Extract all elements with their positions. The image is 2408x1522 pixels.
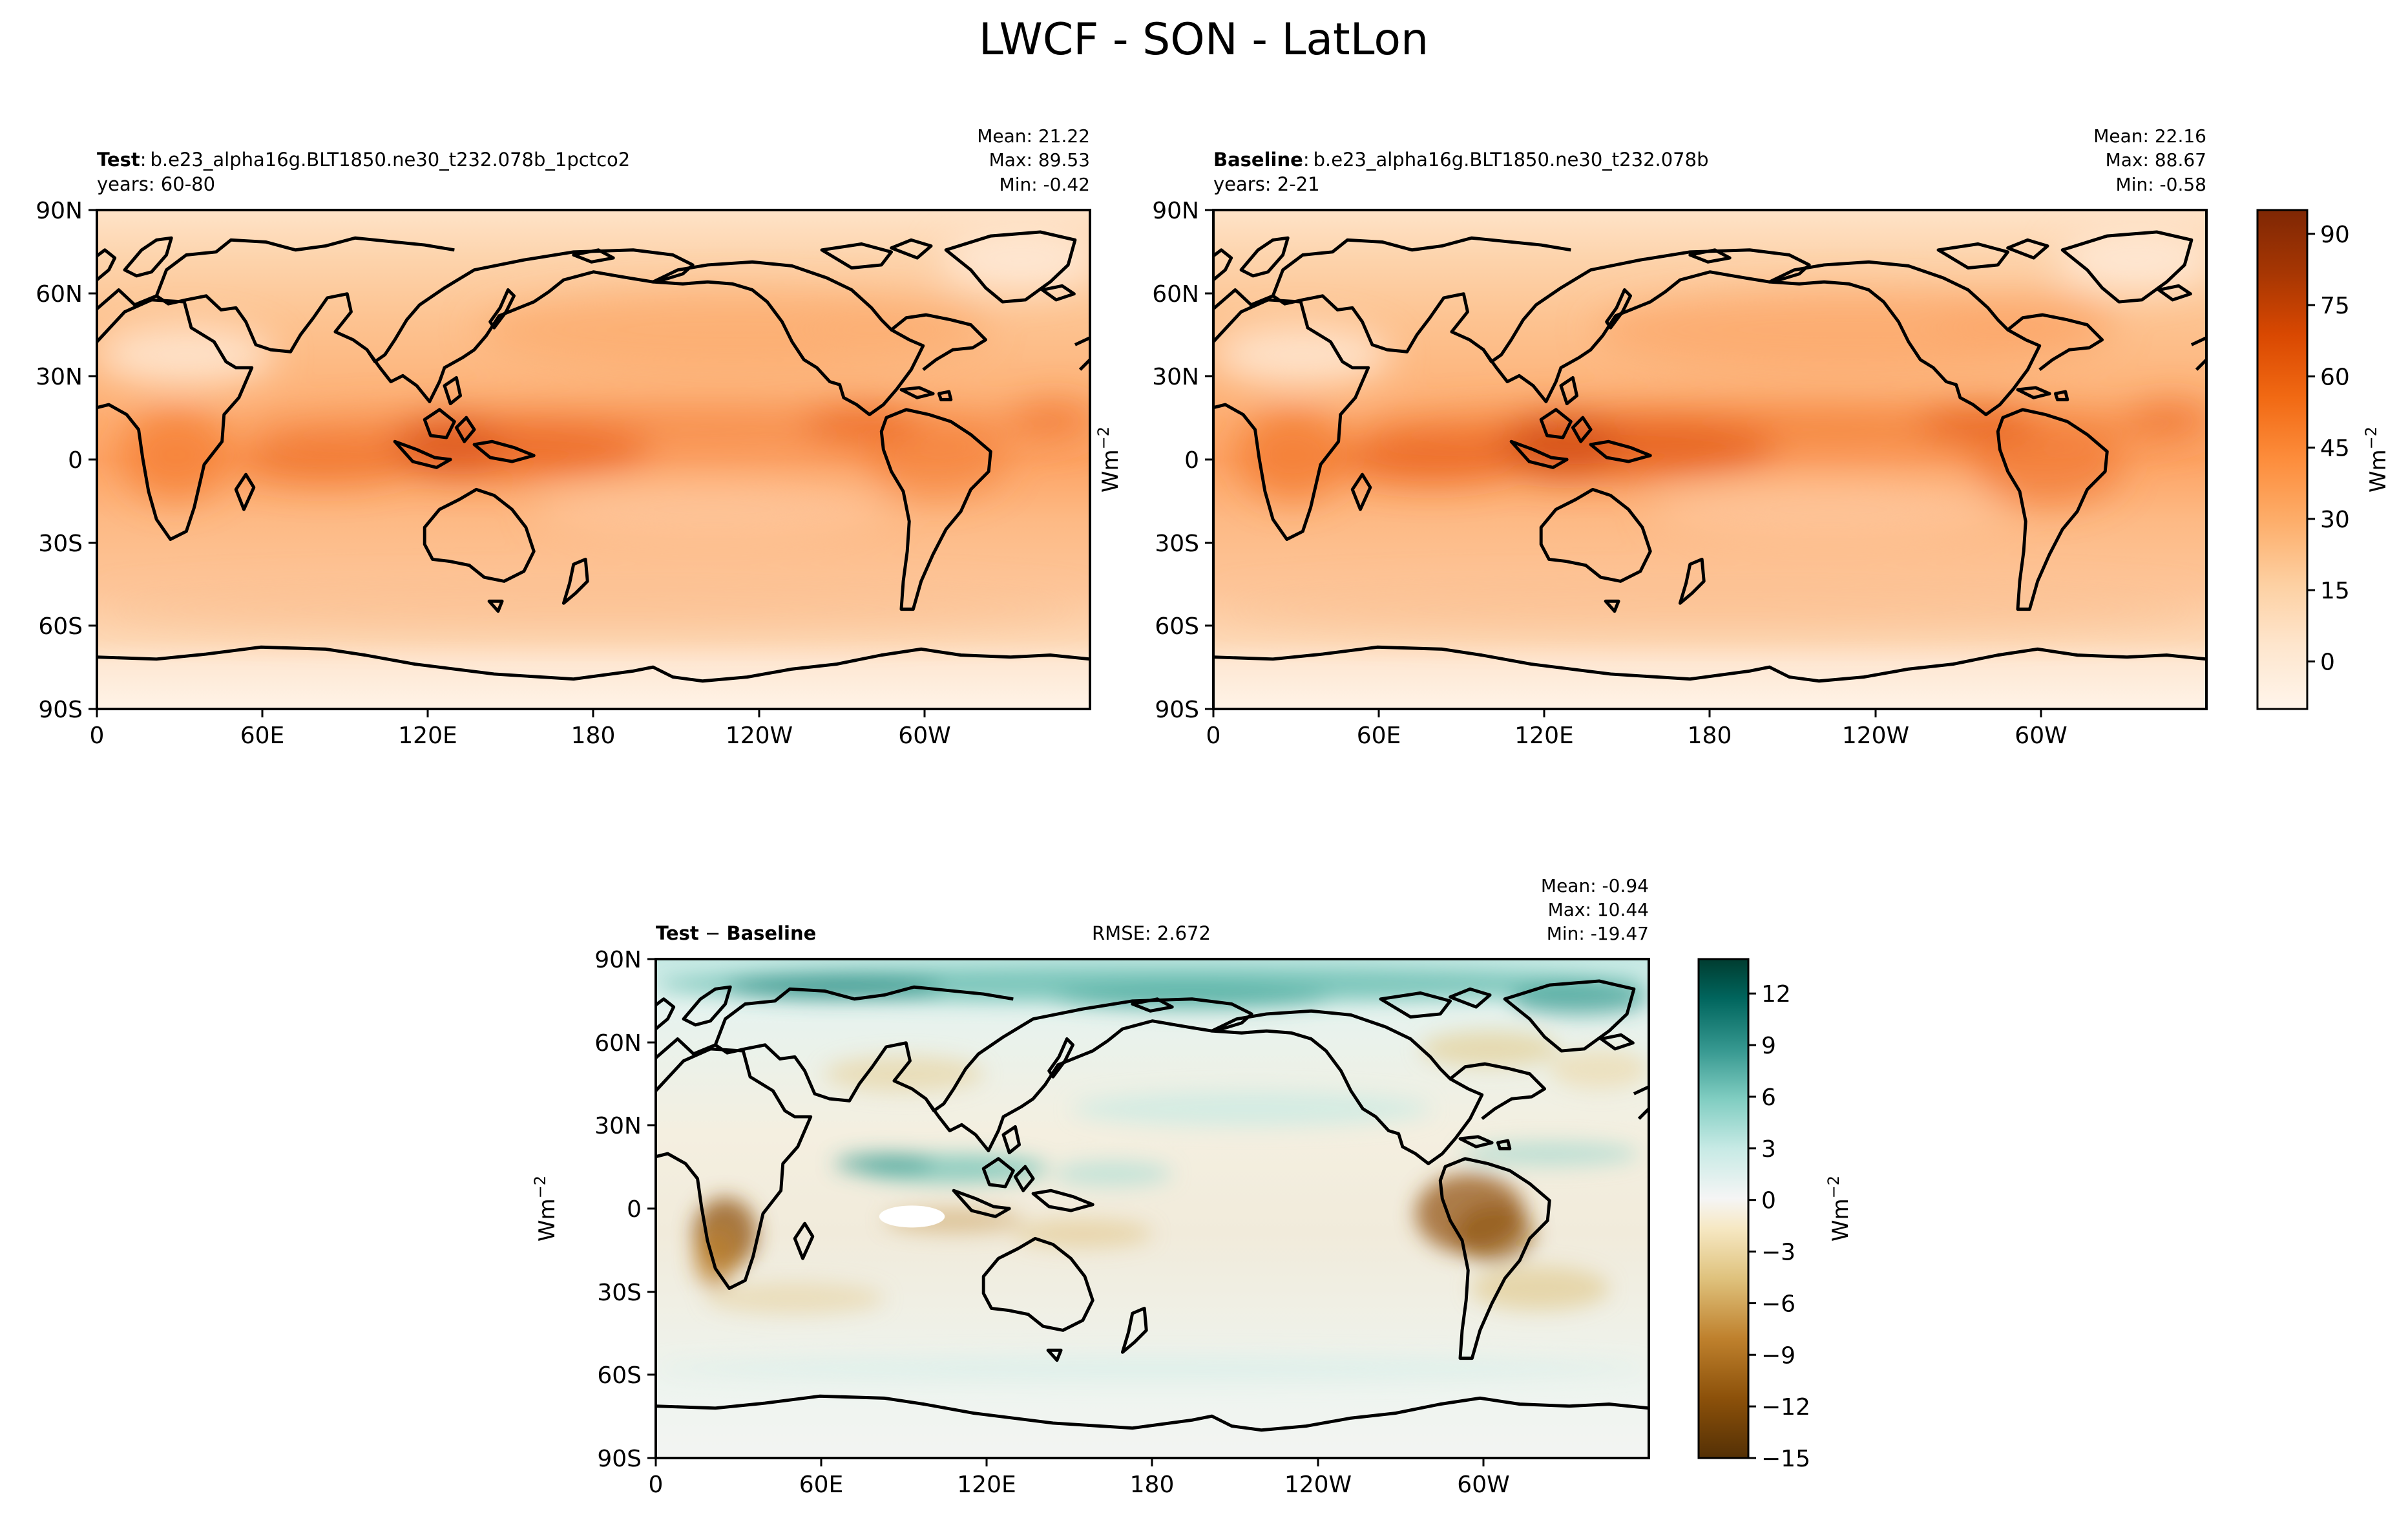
top-colorbar-label: Wm−2 (2362, 427, 2391, 492)
test-years: years: 60-80 (97, 173, 215, 195)
top-colorbar-tick-label: 90 (2320, 222, 2350, 248)
baseline-ytick: 30S (1155, 531, 1199, 557)
difference-axis-ticks (647, 958, 1485, 1466)
test-ytick: 60S (38, 613, 83, 640)
baseline-ytick: 60S (1155, 613, 1199, 640)
test-xtick: 60E (240, 723, 285, 749)
difference-xtick: 120E (957, 1472, 1016, 1498)
bottom-colorbar-tick-label: −15 (1761, 1446, 1810, 1472)
test-axis-ticks (89, 209, 926, 717)
difference-xtick: 60E (799, 1472, 844, 1498)
bottom-colorbar-tick-label: 3 (1761, 1136, 1776, 1163)
test-xtick: 0 (90, 723, 105, 749)
bottom-colorbar-tick-label: 6 (1761, 1084, 1776, 1111)
top-colorbar-fill (2256, 209, 2309, 710)
difference-mean: Mean: -0.94 (1541, 875, 1649, 896)
baseline-axis-ticks (1205, 209, 2042, 717)
bottom-colorbar-tick-label: 0 (1761, 1188, 1776, 1214)
difference-ytick: 90S (597, 1446, 642, 1472)
baseline-min: Min: -0.58 (2116, 174, 2206, 195)
test-ytick: 30S (38, 531, 83, 557)
bottom-colorbar-tick-label: 12 (1761, 981, 1791, 1008)
figure-title: LWCF - SON - LatLon (979, 14, 1429, 65)
test-ytick: 90N (36, 198, 83, 224)
difference-xtick: 60W (1457, 1472, 1509, 1498)
top-colorbar-tick-label: 75 (2320, 293, 2350, 319)
difference-ylabel: Wm−2 (531, 1176, 560, 1242)
baseline-xtick: 60E (1357, 723, 1401, 749)
difference-ytick: 90N (594, 947, 642, 973)
test-ytick: 60N (36, 281, 83, 308)
difference-rmse: RMSE: 2.672 (1092, 922, 1211, 944)
test-xtick: 120E (398, 723, 457, 749)
top-colorbar-tick-label: 45 (2320, 436, 2350, 462)
top-colorbar-tick-label: 60 (2320, 364, 2350, 390)
bottom-colorbar-tick-label: 9 (1761, 1033, 1776, 1059)
difference-ytick: 30N (594, 1113, 642, 1139)
bottom-colorbar-ticks: 12 9 6 3 0 −3 −6 −9 −12 −15 (1748, 981, 1810, 1472)
bottom-colorbar: 12 9 6 3 0 −3 −6 −9 −12 −15 Wm−2 (1697, 958, 1854, 1472)
bottom-colorbar-label: Wm−2 (1825, 1176, 1854, 1242)
top-colorbar-tick-label: 0 (2320, 649, 2335, 675)
bottom-colorbar-tick-label: −12 (1761, 1394, 1810, 1421)
test-xtick: 180 (571, 723, 616, 749)
baseline-ytick: 0 (1184, 447, 1199, 474)
test-ytick: 0 (68, 447, 83, 474)
difference-min: Min: -19.47 (1547, 923, 1649, 944)
baseline-ytick: 90N (1152, 198, 1199, 224)
baseline-xtick: 60W (2015, 723, 2067, 749)
test-map (97, 210, 1090, 709)
top-colorbar: 90 75 60 45 30 15 0 Wm−2 (2256, 209, 2391, 710)
bottom-colorbar-fill (1697, 958, 1750, 1459)
test-xtick: 120W (726, 723, 793, 749)
bottom-colorbar-tick-label: −3 (1761, 1240, 1796, 1266)
test-min: Min: -0.42 (1000, 174, 1090, 195)
baseline-mean: Mean: 22.16 (2093, 125, 2206, 147)
difference-ytick: 0 (627, 1196, 642, 1223)
test-max: Max: 89.53 (989, 149, 1090, 171)
baseline-ytick: 90S (1155, 697, 1199, 723)
difference-ytick: 30S (597, 1280, 642, 1306)
baseline-xtick: 0 (1206, 723, 1221, 749)
difference-xtick: 180 (1130, 1472, 1175, 1498)
difference-max: Max: 10.44 (1548, 899, 1649, 920)
bottom-colorbar-tick-label: −6 (1761, 1291, 1796, 1317)
difference-missing-patch (879, 1205, 945, 1228)
baseline-xtick: 120W (1842, 723, 1909, 749)
test-xtick: 60W (898, 723, 950, 749)
baseline-years: years: 2-21 (1213, 173, 1320, 195)
difference-panel: Test − Baseline RMSE: 2.672 Mean: -0.94 … (531, 875, 1650, 1498)
baseline-max: Max: 88.67 (2106, 149, 2206, 171)
baseline-ytick: 30N (1152, 364, 1199, 390)
test-mean: Mean: 21.22 (977, 125, 1090, 147)
baseline-map (1213, 210, 2206, 709)
difference-xtick: 0 (649, 1472, 664, 1498)
test-header: Test: b.e23_alpha16g.BLT1850.ne30_t232.07… (97, 149, 630, 171)
top-colorbar-tick-label: 30 (2320, 507, 2350, 533)
baseline-header: Baseline: b.e23_alpha16g.BLT1850.ne30_t23… (1213, 149, 1709, 171)
difference-ytick: 60N (594, 1030, 642, 1057)
test-ytick: 30N (36, 364, 83, 390)
test-panel: Test: b.e23_alpha16g.BLT1850.ne30_t232.07… (36, 125, 1091, 749)
top-ylabel: Wm−2 (1094, 427, 1124, 492)
baseline-panel: Baseline: b.e23_alpha16g.BLT1850.ne30_t23… (1152, 125, 2208, 749)
baseline-xtick: 180 (1688, 723, 1732, 749)
baseline-ytick: 60N (1152, 281, 1199, 308)
difference-ytick: 60S (597, 1362, 642, 1389)
test-ytick: 90S (38, 697, 83, 723)
bottom-colorbar-tick-label: −9 (1761, 1342, 1796, 1369)
baseline-xtick: 120E (1514, 723, 1573, 749)
difference-header: Test − Baseline (656, 922, 816, 944)
top-colorbar-tick-label: 15 (2320, 578, 2350, 604)
difference-map (656, 959, 1649, 1458)
top-colorbar-ticks: 90 75 60 45 30 15 0 (2307, 222, 2350, 675)
difference-xtick: 120W (1284, 1472, 1352, 1498)
